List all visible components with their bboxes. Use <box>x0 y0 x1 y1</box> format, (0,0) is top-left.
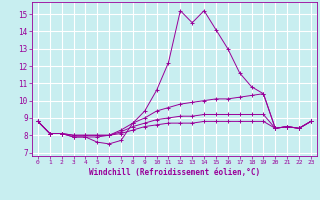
X-axis label: Windchill (Refroidissement éolien,°C): Windchill (Refroidissement éolien,°C) <box>89 168 260 177</box>
